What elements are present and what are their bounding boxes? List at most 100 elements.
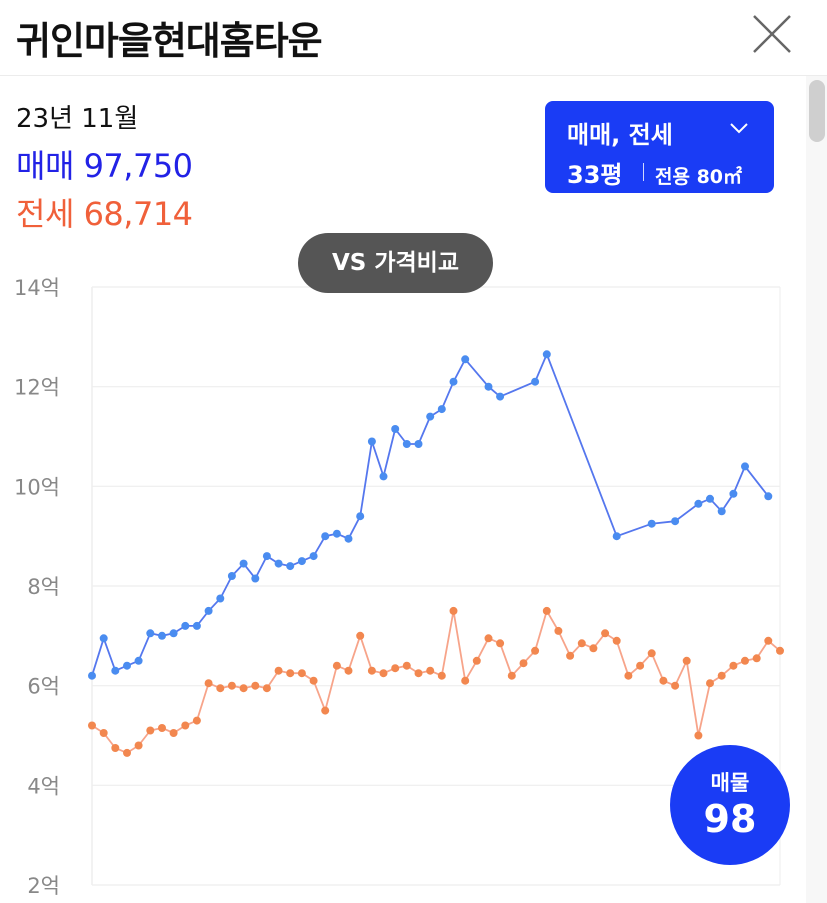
sale-data-point <box>88 671 96 680</box>
jeonse-data-point <box>752 654 761 663</box>
jeonse-data-point <box>99 729 108 737</box>
scrollbar-thumb[interactable] <box>809 80 825 142</box>
price-summary: 23년 11월 매매 97,750 전세 68,714 <box>16 98 193 235</box>
sale-data-point <box>192 621 201 630</box>
jeonse-data-point <box>671 681 680 690</box>
sale-data-point <box>286 562 295 571</box>
jeonse-data-point <box>624 671 633 680</box>
jeonse-label: 전세 <box>16 195 74 233</box>
listings-button[interactable]: 매물 98 <box>670 745 790 865</box>
sale-data-point <box>706 494 714 503</box>
sale-data-point <box>741 462 749 471</box>
summary-date: 23년 11월 <box>16 104 139 134</box>
jeonse-data-point <box>216 684 225 693</box>
listings-label: 매물 <box>710 771 750 795</box>
sale-data-point <box>426 412 435 421</box>
y-tick-label: 8억 <box>27 575 60 599</box>
jeonse-data-point <box>507 671 516 680</box>
sale-price: 매매 97,750 <box>16 141 193 187</box>
jeonse-data-point <box>414 669 423 678</box>
y-tick-label: 4억 <box>27 774 60 798</box>
jeonse-data-point <box>636 661 645 670</box>
jeonse-data-point <box>589 644 598 653</box>
jeonse-data-point <box>262 684 271 693</box>
jeonse-data-point <box>181 721 190 730</box>
sale-data-point <box>764 492 773 501</box>
jeonse-data-point <box>274 666 283 675</box>
sale-data-point <box>612 532 621 541</box>
jeonse-data-point <box>239 684 248 693</box>
sale-data-point <box>297 557 306 566</box>
y-tick-label: 10억 <box>14 475 60 499</box>
sale-data-point <box>402 440 411 448</box>
listings-count: 98 <box>703 797 757 841</box>
jeonse-data-point <box>601 629 610 638</box>
jeonse-data-point <box>169 729 178 737</box>
jeonse-data-point <box>332 661 341 670</box>
sale-data-point <box>123 661 131 670</box>
y-tick-label: 14억 <box>14 276 60 300</box>
close-button[interactable] <box>748 10 796 58</box>
sale-data-point <box>111 666 120 675</box>
jeonse-data-point <box>204 679 213 688</box>
jeonse-data-point <box>519 659 528 668</box>
jeonse-data-point <box>741 656 749 665</box>
sale-data-point <box>227 572 236 580</box>
y-tick-label: 6억 <box>27 675 60 699</box>
sale-data-point <box>542 350 551 359</box>
sale-data-point <box>694 499 703 508</box>
jeonse-data-point <box>146 726 155 735</box>
jeonse-data-point <box>729 661 738 670</box>
sale-data-point <box>531 377 540 386</box>
sale-series-line <box>91 351 770 676</box>
sale-data-point <box>671 517 680 526</box>
jeonse-data-point <box>426 666 435 675</box>
jeonse-data-point <box>286 669 295 678</box>
sale-data-point <box>251 574 260 583</box>
jeonse-data-point <box>659 676 668 685</box>
sale-data-point <box>496 392 505 401</box>
jeonse-data-point <box>647 649 656 658</box>
sale-data-point <box>379 472 388 481</box>
header: 귀인마을현대홈타운 <box>0 0 827 76</box>
jeonse-data-point <box>227 681 236 690</box>
jeonse-data-point <box>531 646 540 655</box>
jeonse-data-point <box>496 639 505 648</box>
sale-data-point <box>717 507 726 516</box>
close-icon <box>753 15 791 53</box>
jeonse-data-point <box>717 671 726 680</box>
jeonse-data-point <box>309 676 318 685</box>
chevron-down-icon <box>730 123 748 134</box>
sale-data-point <box>262 552 271 561</box>
y-tick-label: 2억 <box>27 874 60 898</box>
jeonse-data-point <box>356 631 365 640</box>
sale-data-point <box>134 656 143 665</box>
filter-size: 33평 <box>567 161 623 189</box>
jeonse-series-line <box>91 608 781 754</box>
scrollbar-track[interactable] <box>806 76 827 903</box>
jeonse-data-point <box>437 671 446 680</box>
deal-type-filter-button[interactable]: 매매, 전세 33평 전용 80㎡ <box>545 101 774 193</box>
jeonse-price: 전세 68,714 <box>16 189 193 235</box>
jeonse-data-point <box>134 741 143 750</box>
sale-data-point <box>391 425 400 433</box>
sale-data-point <box>169 629 178 638</box>
jeonse-data-point <box>764 636 773 645</box>
filter-divider <box>643 163 644 181</box>
jeonse-data-point <box>694 731 703 740</box>
sale-data-point <box>309 552 318 561</box>
sale-data-point <box>437 405 446 414</box>
filter-deal-type: 매매, 전세 <box>567 121 673 149</box>
jeonse-data-point <box>123 748 131 757</box>
jeonse-data-point <box>461 676 470 685</box>
jeonse-data-point <box>402 661 411 670</box>
jeonse-data-point <box>391 664 400 673</box>
jeonse-data-point <box>251 681 260 690</box>
page-title: 귀인마을현대홈타운 <box>16 19 323 63</box>
sale-data-point <box>344 534 353 543</box>
sale-data-point <box>356 512 365 521</box>
jeonse-data-point <box>192 716 201 725</box>
sale-data-point <box>647 519 656 528</box>
vs-compare-button[interactable]: VS 가격비교 <box>298 233 493 293</box>
jeonse-data-point <box>158 724 166 732</box>
